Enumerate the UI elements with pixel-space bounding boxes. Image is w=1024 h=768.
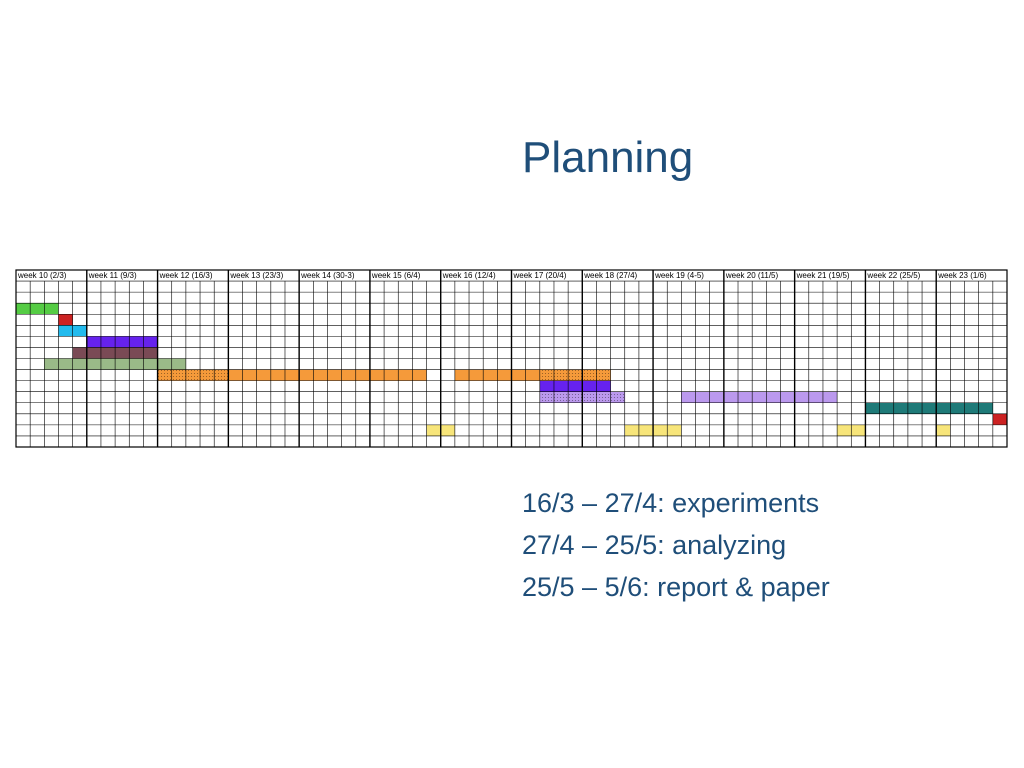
task-bar [16,303,59,315]
week-header-label: week 11 (9/3) [88,271,137,280]
gantt-chart: week 10 (2/3) week 11 (9/3) week 12 (16/3)… [15,269,1008,448]
task-bar [86,336,158,348]
week-header-label: week 17 (20/4) [513,271,567,280]
gantt-grid: week 10 (2/3) week 11 (9/3) week 12 (16/3)… [15,269,1008,448]
week-header-label: week 12 (16/3) [159,271,213,280]
task-bar [992,413,1007,425]
week-header-label: week 14 (30-3) [300,271,355,280]
task-bar-texture [539,369,611,381]
note-analyzing: 27/4 – 25/5: analyzing [522,530,787,560]
week-header-label: week 15 (6/4) [371,271,421,280]
week-header-label: week 18 (27/4) [583,271,637,280]
week-header-label: week 22 (25/5) [866,271,920,280]
task-bar [58,314,73,326]
week-header-label: week 20 (11/5) [725,271,779,280]
task-bar [539,380,611,392]
task-bar [936,424,951,436]
note-experiments: 16/3 – 27/4: experiments [522,488,820,518]
task-bar-texture [157,369,229,381]
week-header-label: week 16 (12/4) [442,271,496,280]
week-header-label: week 13 (23/3) [229,271,283,280]
task-bar [865,402,993,414]
week-header-label: week 21 (19/5) [796,271,850,280]
note-report-paper: 25/5 – 5/6: report & paper [522,572,830,602]
slide-title: Planning [522,133,694,182]
task-bar [681,391,838,403]
week-header-label: week 19 (4-5) [654,271,704,280]
week-header-label: week 10 (2/3) [17,271,67,280]
grid-border [15,269,1008,448]
schedule-notes: 16/3 – 27/4: experiments 27/4 – 25/5: an… [522,482,830,608]
week-header-label: week 23 (1/6) [937,271,987,280]
